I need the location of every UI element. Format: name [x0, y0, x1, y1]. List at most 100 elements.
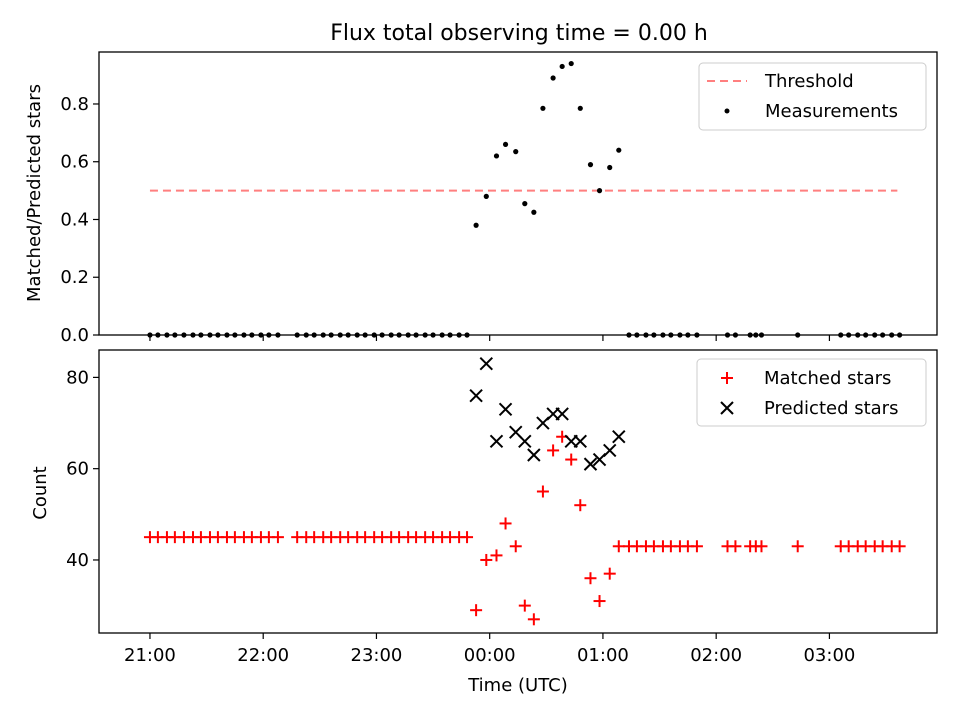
measurements-point [181, 332, 187, 338]
count-panel-frame [98, 349, 938, 634]
matched-stars-point [480, 553, 493, 566]
measurements-point [550, 75, 556, 81]
measurements-point [456, 332, 462, 338]
measurements-point [694, 332, 700, 338]
measurements-point [473, 222, 479, 228]
measurements-point [880, 332, 886, 338]
matched-stars-point [547, 444, 560, 457]
measurements-point [258, 332, 264, 338]
measurements-point [668, 332, 674, 338]
count-legend-frame [696, 358, 927, 427]
measurements-point [354, 332, 360, 338]
matched-legend-swatch [721, 372, 733, 384]
count-y-tick-label: 80 [66, 367, 89, 388]
measurements-point [266, 332, 272, 338]
ratio-y-tick-label: 0.6 [60, 152, 89, 173]
measurements-point [651, 332, 657, 338]
measurements-point [379, 332, 385, 338]
predicted-stars-point [612, 430, 626, 444]
matched-stars-point [518, 599, 531, 612]
measurements-point [164, 332, 170, 338]
count-legend: Matched stars Predicted stars [696, 358, 927, 427]
predicted-stars-point [479, 356, 493, 371]
measurements-point [275, 332, 281, 338]
measurements-point [522, 201, 528, 207]
matched-stars-point [490, 549, 503, 562]
measurements-point [660, 332, 666, 338]
predicted-stars-point [469, 388, 483, 403]
measurements-point [626, 332, 632, 338]
predicted-stars-point [573, 434, 587, 448]
measurements-point [396, 332, 402, 338]
measurements-legend-label: Measurements [765, 101, 898, 122]
matched-stars-point [893, 540, 906, 553]
count-data-points [143, 356, 906, 626]
measurements-point [616, 147, 622, 153]
measurements-point [413, 332, 419, 338]
matched-stars-point [499, 517, 512, 530]
matched-stars-point [461, 531, 474, 544]
measurements-point [215, 332, 221, 338]
measurements-point [362, 332, 368, 338]
predicted-legend-swatch [720, 401, 734, 415]
matched-stars-point [536, 485, 549, 498]
count-x-ticks: 21:00 22:00 23:00 00:00 01:00 02:00 03:00 [124, 633, 855, 666]
measurements-point [190, 332, 196, 338]
measurements-point [502, 141, 509, 148]
count-panel: 40 60 80 21:00 22:00 23:00 00:00 01:00 02:00 03:… [30, 349, 938, 696]
measurements-point [405, 332, 411, 338]
measurements-point [747, 332, 753, 338]
measurements-point [846, 332, 852, 338]
measurements-point [311, 332, 317, 338]
measurements-point [863, 332, 869, 338]
measurements-point [371, 332, 377, 338]
measurements-point [207, 332, 213, 338]
measurements-point [587, 162, 594, 168]
threshold-legend-label: Threshold [764, 71, 854, 92]
measurements-point [155, 332, 161, 338]
measurements-point [685, 332, 691, 338]
measurements-point [559, 63, 565, 70]
ratio-y-ticks: 0.0 0.2 0.4 0.6 0.8 [60, 94, 99, 346]
ratio-y-tick-label: 0.2 [60, 267, 89, 288]
measurements-point [147, 332, 153, 338]
measurements-point [430, 332, 436, 338]
count-y-tick-label: 60 [66, 459, 89, 480]
count-x-tick-label: 22:00 [237, 645, 289, 666]
ratio-y-tick-label: 0.0 [60, 325, 89, 346]
measurements-point [732, 332, 739, 338]
measurements-point [897, 332, 903, 338]
measurements-point [758, 332, 765, 338]
measurements-point [634, 332, 640, 338]
chart-title: Flux total observing time = 0.00 h [330, 21, 708, 46]
measurements-point [388, 332, 394, 338]
predicted-stars-point [583, 457, 598, 471]
measurements-legend-swatch [724, 108, 730, 114]
measurements-point [337, 332, 343, 338]
matched-stars-point [612, 540, 625, 553]
ratio-legend: Threshold Measurements [698, 62, 927, 131]
predicted-stars-point [498, 402, 513, 417]
predicted-legend-label: Predicted stars [764, 398, 898, 419]
measurements-point [439, 332, 445, 338]
measurements-point [232, 332, 238, 338]
measurements-point [483, 193, 489, 199]
count-y-ticks: 40 60 80 [66, 367, 99, 571]
measurements-point [753, 332, 759, 338]
count-x-tick-label: 01:00 [577, 645, 629, 666]
measurements-point [422, 332, 428, 338]
count-x-tick-label: 21:00 [124, 645, 176, 666]
measurements-point [198, 332, 204, 338]
measurements-point [889, 332, 895, 338]
measurements-point [855, 332, 861, 338]
measurements-point [607, 164, 613, 171]
ratio-panel-frame [98, 51, 938, 336]
predicted-stars-point [518, 434, 532, 448]
measurements-point [643, 332, 649, 338]
predicted-stars-point [603, 443, 617, 458]
matched-stars-point [603, 567, 616, 580]
measurements-point [294, 332, 300, 338]
measurements-point [724, 332, 731, 338]
